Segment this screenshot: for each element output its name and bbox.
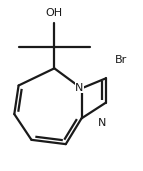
Text: Br: Br <box>114 55 127 65</box>
Text: N: N <box>98 118 106 128</box>
Text: N: N <box>75 83 84 93</box>
Text: OH: OH <box>46 8 63 18</box>
